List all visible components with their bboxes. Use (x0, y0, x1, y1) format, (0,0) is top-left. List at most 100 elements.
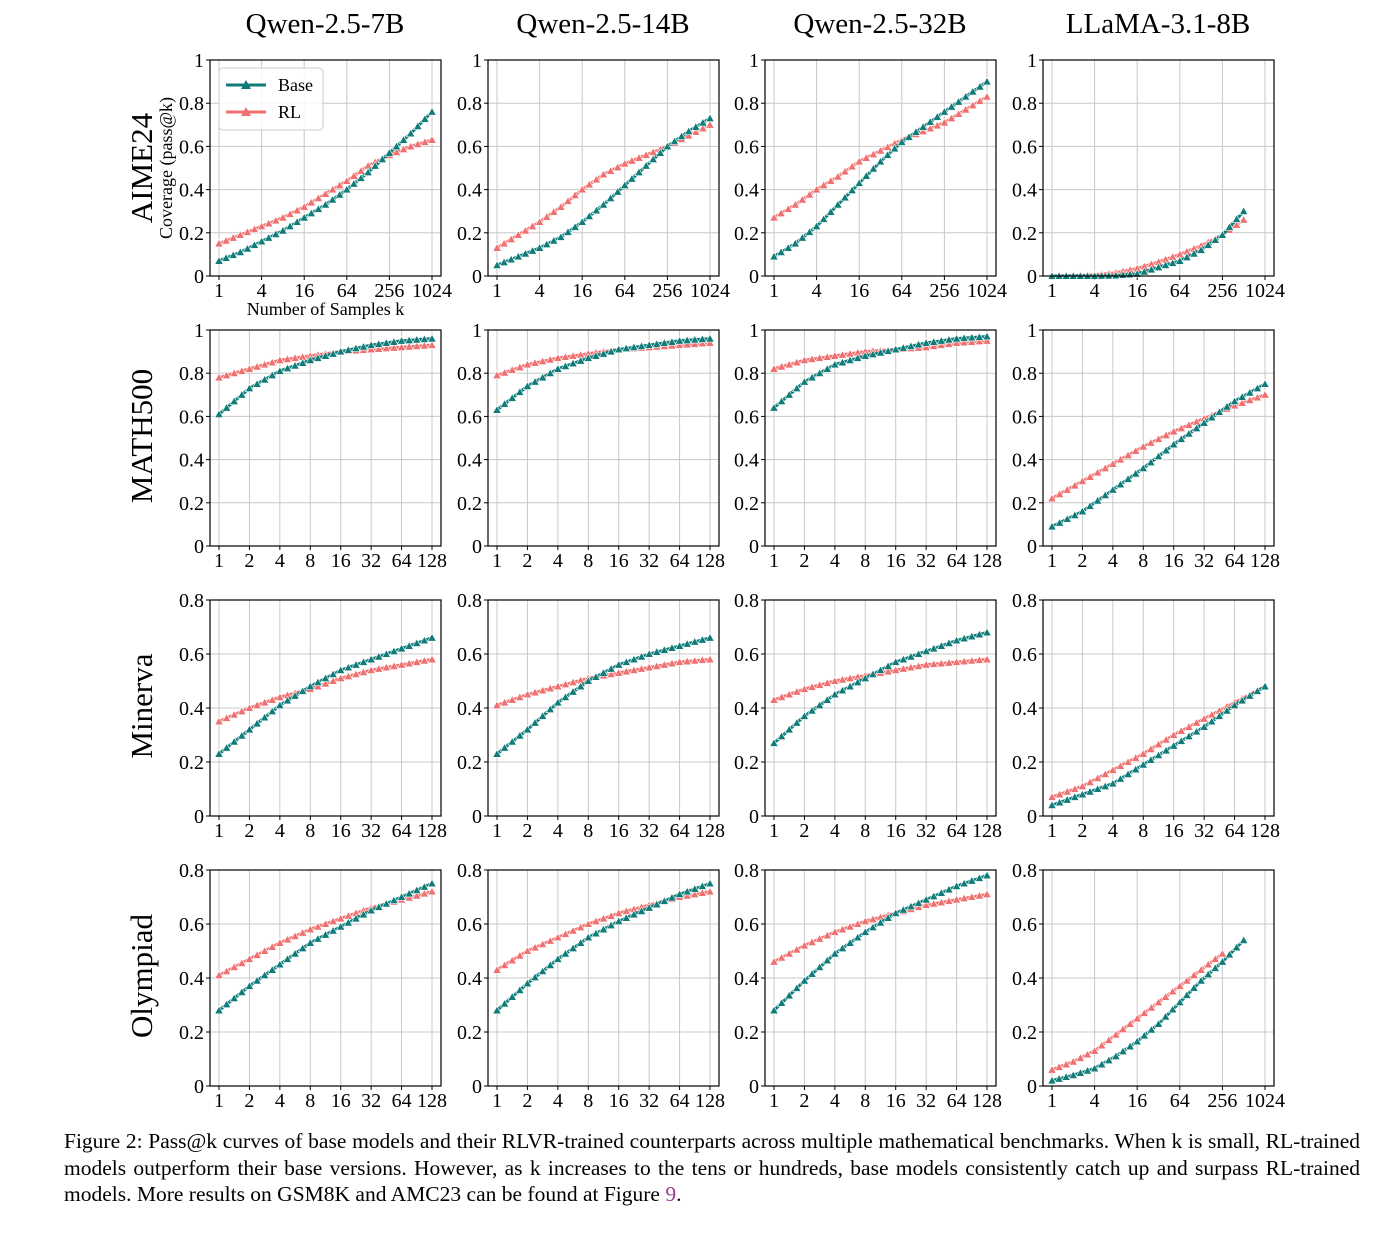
data-point-base (237, 987, 247, 996)
data-point-rl (1146, 744, 1156, 753)
x-tick-label: 32 (1194, 550, 1214, 572)
y-tick-label: 0.8 (734, 363, 759, 385)
data-point-base (342, 184, 352, 194)
data-point-base (507, 393, 517, 402)
data-point-rl (636, 664, 647, 673)
data-point-base (530, 718, 540, 727)
data-point-rl (334, 180, 345, 189)
data-point-base (259, 374, 270, 384)
column-title-qwen-32b: Qwen-2.5-32B (793, 8, 967, 40)
x-tick-label: 16 (331, 1090, 351, 1112)
data-point-rl (492, 965, 502, 974)
data-point-base (636, 906, 647, 915)
data-point-base (939, 107, 950, 116)
data-point-rl (913, 661, 924, 670)
data-point-rl (629, 665, 639, 674)
data-point-rl (641, 150, 651, 159)
x-tick-label: 64 (670, 550, 690, 572)
caption-end: . (676, 1182, 682, 1206)
data-point-base (953, 96, 964, 106)
plot-frame (487, 329, 720, 547)
data-point-rl (342, 176, 352, 185)
data-point-rl (1191, 718, 1202, 727)
x-tick-label: 16 (1164, 550, 1184, 572)
data-point-rl (830, 676, 840, 685)
data-point-rl (1231, 220, 1242, 229)
data-point-rl (784, 948, 794, 958)
x-tick-label: 16 (1164, 820, 1184, 842)
data-point-base (374, 339, 384, 348)
y-tick-label: 0.6 (1012, 644, 1037, 666)
plot-frame (487, 59, 720, 277)
data-point-rl (427, 340, 437, 349)
x-tick-label: 64 (1170, 280, 1190, 302)
data-point-base (506, 254, 516, 264)
data-point-base (814, 962, 825, 971)
data-point-base (221, 253, 231, 262)
data-point-base (898, 905, 909, 914)
data-point-base (583, 932, 593, 942)
data-point-base (259, 970, 270, 979)
x-tick-label: 1 (214, 280, 224, 302)
data-point-rl (614, 668, 624, 677)
data-point-base (1175, 997, 1185, 1006)
data-point-base (290, 360, 300, 370)
y-tick-label: 0.6 (179, 136, 204, 158)
figure-link[interactable]: 9 (665, 1182, 677, 1206)
data-point-base (499, 998, 510, 1008)
data-point-base (852, 353, 863, 362)
data-point-base (515, 985, 525, 994)
data-point-rl (946, 113, 957, 122)
y-tick-label: 1 (194, 50, 204, 72)
y-tick-label: 0.4 (1012, 450, 1037, 472)
data-point-rl (792, 944, 802, 954)
data-point-base (682, 639, 692, 648)
y-tick-label: 0.2 (1012, 223, 1037, 245)
data-point-rl (513, 230, 524, 239)
data-point-base (404, 641, 414, 650)
y-tick-label: 0.4 (457, 180, 482, 202)
data-point-base (492, 260, 502, 269)
data-point-base (982, 870, 992, 880)
data-point-base (499, 257, 509, 266)
y-tick-label: 1 (472, 320, 482, 342)
data-point-rl (620, 158, 630, 168)
data-point-base (830, 948, 840, 958)
data-point-base (1184, 731, 1194, 741)
data-point-base (1132, 269, 1142, 278)
data-point-rl (275, 355, 285, 364)
data-point-base (634, 167, 644, 176)
series-line-rl (496, 657, 711, 707)
data-point-rl (244, 703, 255, 712)
data-point-base (769, 1005, 779, 1015)
data-point-rl (1160, 992, 1171, 1001)
data-point-rl (499, 960, 510, 969)
y-tick-label: 0 (1027, 266, 1037, 288)
data-point-rl (374, 664, 384, 673)
y-tick-label: 0.4 (179, 968, 204, 990)
data-point-rl (313, 921, 323, 931)
data-point-rl (292, 205, 302, 215)
x-tick-label: 128 (972, 820, 1002, 842)
subplot-aime24-llama-3.1-8b: 0 0.2 0.4 0.6 0.8 1 1 4 16 64 256 1024 (1012, 50, 1285, 302)
data-point-base (629, 909, 639, 919)
data-point-rl (690, 339, 700, 348)
subplot-math500-qwen-2.5-32b: 00.20.40.60.811 2 4 8 16 32 64 128 (734, 320, 1002, 572)
x-tick-label: 1 (492, 820, 502, 842)
x-tick-label: 4 (1090, 280, 1100, 302)
data-point-base (898, 654, 909, 664)
data-point-base (358, 657, 369, 666)
x-tick-label: 1 (1047, 1090, 1057, 1112)
data-point-base (259, 712, 270, 722)
data-point-rl (507, 695, 517, 704)
data-point-base (1096, 1059, 1107, 1069)
data-point-rl (868, 149, 879, 158)
y-tick-label: 0.2 (734, 1022, 759, 1044)
data-point-rl (214, 716, 224, 726)
y-tick-label: 0.8 (734, 860, 759, 882)
data-point-rl (527, 221, 538, 230)
data-point-base (667, 892, 677, 902)
subplot-olympiad-qwen-2.5-7b: 0 0.2 0.4 0.6 0.8 1 2 4 8 16 32 64 128 (179, 860, 447, 1112)
data-point-base (822, 695, 832, 704)
data-point-base (374, 651, 384, 661)
